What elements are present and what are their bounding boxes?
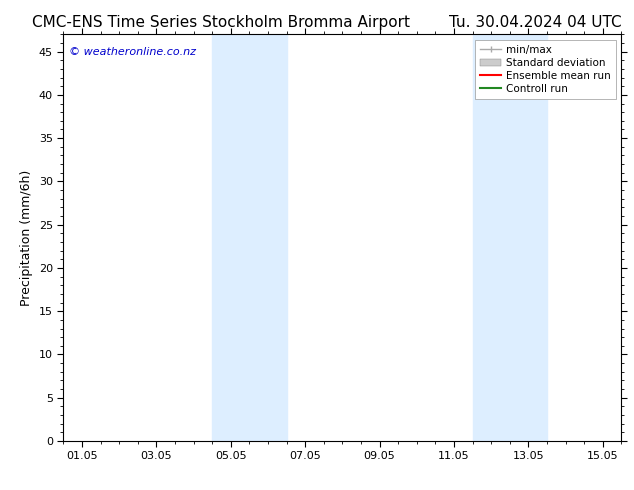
Legend: min/max, Standard deviation, Ensemble mean run, Controll run: min/max, Standard deviation, Ensemble me…	[475, 40, 616, 99]
Text: CMC-ENS Time Series Stockholm Bromma Airport: CMC-ENS Time Series Stockholm Bromma Air…	[32, 15, 410, 30]
Text: Tu. 30.04.2024 04 UTC: Tu. 30.04.2024 04 UTC	[449, 15, 621, 30]
Bar	[472, 34, 547, 441]
Text: © weatheronline.co.nz: © weatheronline.co.nz	[69, 47, 196, 56]
Y-axis label: Precipitation (mm/6h): Precipitation (mm/6h)	[20, 170, 34, 306]
Bar	[212, 34, 287, 441]
